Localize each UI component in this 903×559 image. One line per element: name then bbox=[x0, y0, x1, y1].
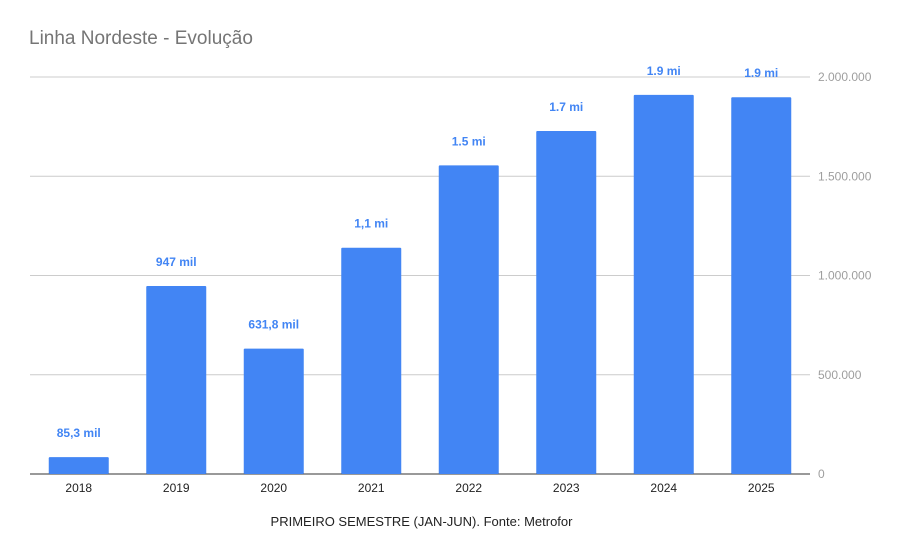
x-tick-label: 2021 bbox=[358, 481, 385, 495]
y-tick-label: 0 bbox=[818, 467, 825, 481]
y-tick-label: 500.000 bbox=[818, 368, 862, 382]
data-label: 1.9 mi bbox=[647, 64, 681, 78]
x-tick-label: 2023 bbox=[553, 481, 580, 495]
bar bbox=[438, 165, 499, 474]
x-tick-label: 2024 bbox=[650, 481, 677, 495]
x-axis-label: PRIMEIRO SEMESTRE (JAN-JUN). Fonte: Metr… bbox=[270, 514, 573, 529]
y-tick-label: 1.000.000 bbox=[818, 269, 872, 283]
bar bbox=[341, 247, 402, 474]
data-label: 1.5 mi bbox=[452, 134, 486, 148]
x-tick-label: 2018 bbox=[65, 481, 92, 495]
y-tick-label: 1.500.000 bbox=[818, 169, 872, 183]
x-tick-label: 2020 bbox=[260, 481, 287, 495]
bar bbox=[731, 97, 792, 474]
data-label: 1.9 mi bbox=[744, 66, 778, 80]
data-label: 85,3 mil bbox=[57, 426, 101, 440]
data-label: 631,8 mil bbox=[248, 318, 299, 332]
y-tick-label: 2.000.000 bbox=[818, 70, 872, 84]
bar bbox=[536, 130, 597, 474]
x-tick-label: 2022 bbox=[455, 481, 482, 495]
chart-title: Linha Nordeste - Evolução bbox=[29, 28, 253, 49]
data-label: 1,1 mi bbox=[354, 217, 388, 231]
bar bbox=[48, 457, 109, 474]
data-label: 947 mil bbox=[156, 255, 197, 269]
bar bbox=[243, 348, 304, 474]
x-tick-label: 2019 bbox=[163, 481, 190, 495]
bar bbox=[146, 286, 207, 474]
data-label: 1.7 mi bbox=[549, 100, 583, 114]
x-tick-label: 2025 bbox=[748, 481, 775, 495]
bar bbox=[633, 94, 694, 475]
